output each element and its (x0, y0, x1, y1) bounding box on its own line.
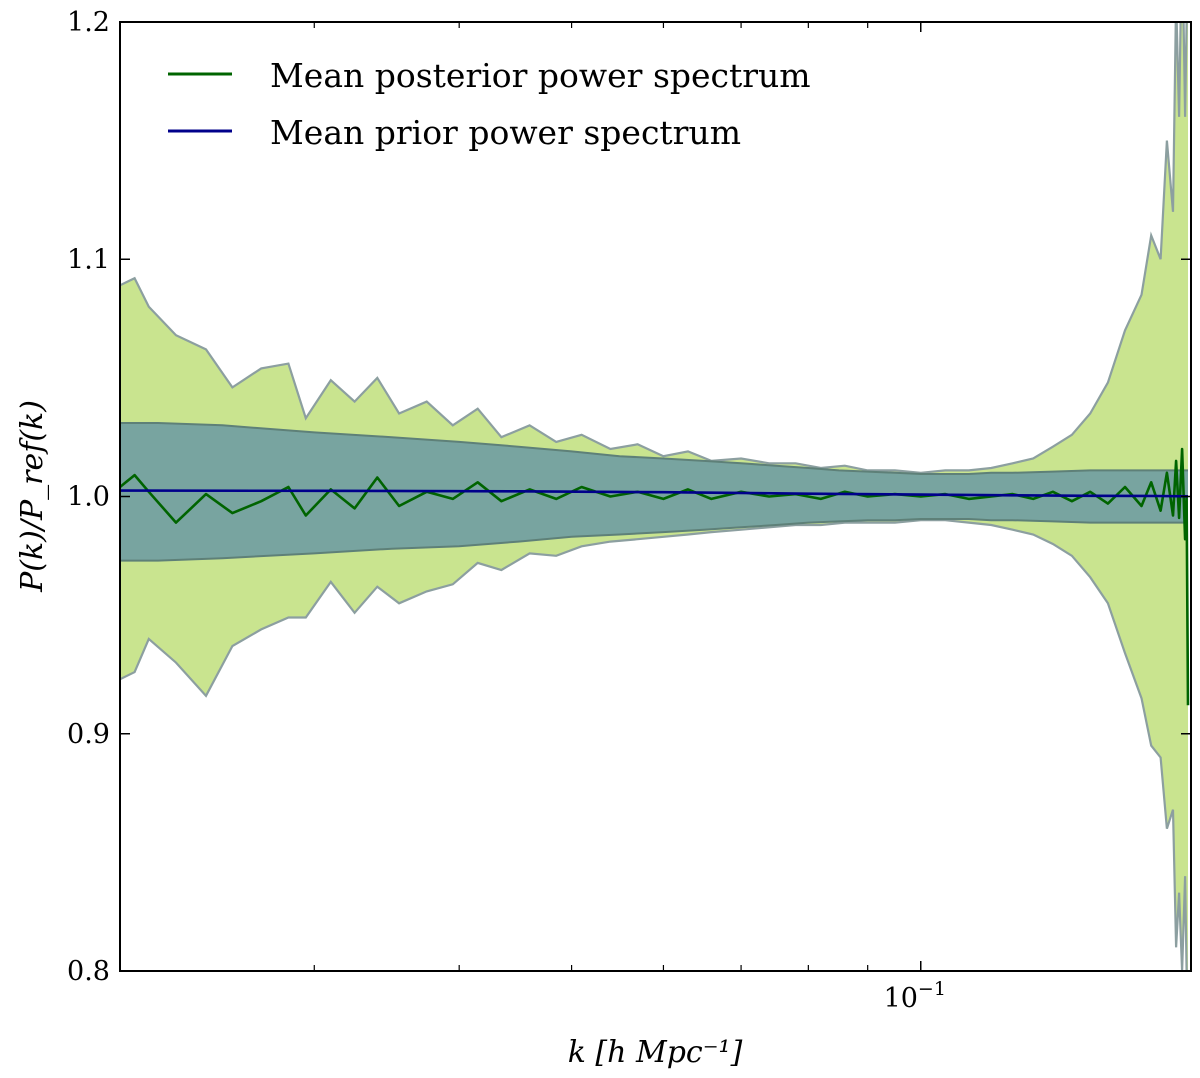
posterior-band-lower-edge (120, 519, 1188, 971)
prior-mean-line (120, 489, 1189, 498)
y-tick-label: 0.9 (67, 719, 110, 750)
legend-label-posterior: Mean posterior power spectrum (270, 56, 811, 95)
legend: Mean posterior power spectrum Mean prior… (168, 56, 811, 152)
legend-label-prior: Mean prior power spectrum (270, 113, 741, 152)
y-tick-label: 1.2 (67, 7, 110, 38)
prior-band-upper-edge (120, 422, 1188, 475)
y-tick-label: 1.1 (67, 244, 110, 275)
prior-band-lower-edge (120, 518, 1188, 562)
plot-frame (119, 21, 1192, 972)
tick-labels: 0.8 0.9 1.0 1.1 1.2 10−1 (67, 7, 946, 1014)
x-tick-label-base: 10 (884, 983, 918, 1014)
y-tick-label: 1.0 (67, 482, 110, 513)
y-axis-label: P(k)/P_ref(k) (15, 400, 50, 593)
y-tick-label: 0.8 (67, 956, 110, 987)
x-tick-label-exponent: −1 (918, 978, 946, 1000)
posterior-mean-line (120, 447, 1190, 706)
plot-area (120, 22, 1190, 971)
x-axis-label: k [h Mpc⁻¹] (568, 1035, 743, 1070)
posterior-band-upper-edge (120, 22, 1188, 474)
x-tick-label: 10−1 (884, 978, 946, 1014)
